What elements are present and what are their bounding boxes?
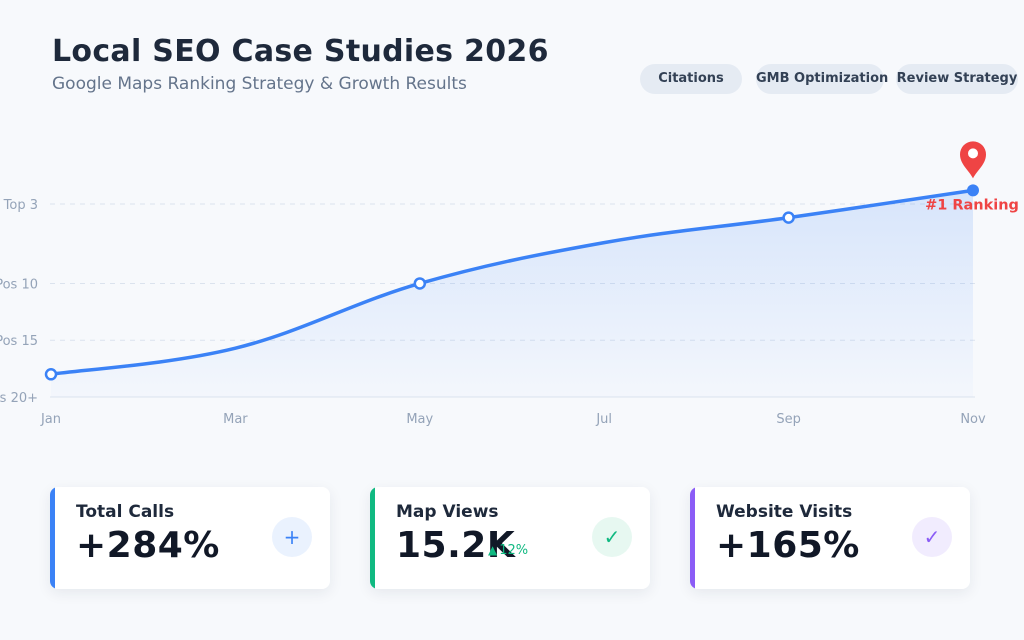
check-icon: ✓ <box>592 517 632 557</box>
card-accent-bar <box>690 487 695 589</box>
y-tick-label: Pos 20+ <box>0 391 38 406</box>
card-label: Total Calls <box>76 502 175 522</box>
plus-icon: + <box>272 517 312 557</box>
card-value: +284% <box>76 525 220 566</box>
card-label: Map Views <box>396 502 499 522</box>
up-arrow-icon: ▲ <box>488 543 498 557</box>
card-delta-value: 12% <box>499 543 529 558</box>
data-point <box>782 211 795 224</box>
page-title: Local SEO Case Studies 2026 <box>52 34 549 69</box>
data-point-final <box>967 184 979 197</box>
map-pin-icon <box>960 141 986 179</box>
tag-citations[interactable]: Citations <box>640 64 742 94</box>
page-subtitle: Google Maps Ranking Strategy & Growth Re… <box>52 74 467 94</box>
card-delta: ▲ 12% <box>488 543 528 558</box>
x-tick-label: Jan <box>40 412 61 427</box>
x-tick-label: Mar <box>223 412 248 427</box>
y-tick-label: Pos 15 <box>0 334 38 349</box>
check-icon: ✓ <box>912 517 952 557</box>
map-pin-hole <box>968 148 978 159</box>
card-value: +165% <box>716 525 860 566</box>
tag-review-strategy[interactable]: Review Strategy <box>896 64 1018 94</box>
card-accent-bar <box>50 487 55 589</box>
card-accent-bar <box>370 487 375 589</box>
map-pin-body <box>960 141 986 179</box>
x-tick-label: Nov <box>960 412 986 427</box>
x-tick-label: Sep <box>776 412 801 427</box>
x-tick-label: Jul <box>595 412 612 427</box>
metric-card-website-visits: Website Visits +165% ✓ <box>690 487 970 589</box>
card-label: Website Visits <box>716 502 853 522</box>
tag-gmb-optimization[interactable]: GMB Optimization <box>756 64 888 94</box>
y-tick-label: Top 3 <box>3 198 38 213</box>
y-tick-label: Pos 10 <box>0 277 38 292</box>
data-point <box>44 368 58 381</box>
data-point <box>413 277 427 290</box>
ranking-area <box>51 190 973 397</box>
ranking-line <box>49 188 975 377</box>
metric-card-total-calls: Total Calls +284% + <box>50 487 330 589</box>
metric-card-map-views: Map Views 15.2K ▲ 12% ✓ <box>370 487 650 589</box>
ranking-chart: Pos 20+ Pos 15 Pos 10 Top 3 Jan Mar May Jul Sep N… <box>0 141 1019 427</box>
card-value: 15.2K <box>396 525 516 566</box>
x-tick-label: May <box>406 412 433 427</box>
annotation-label: #1 Ranking <box>925 197 1019 213</box>
